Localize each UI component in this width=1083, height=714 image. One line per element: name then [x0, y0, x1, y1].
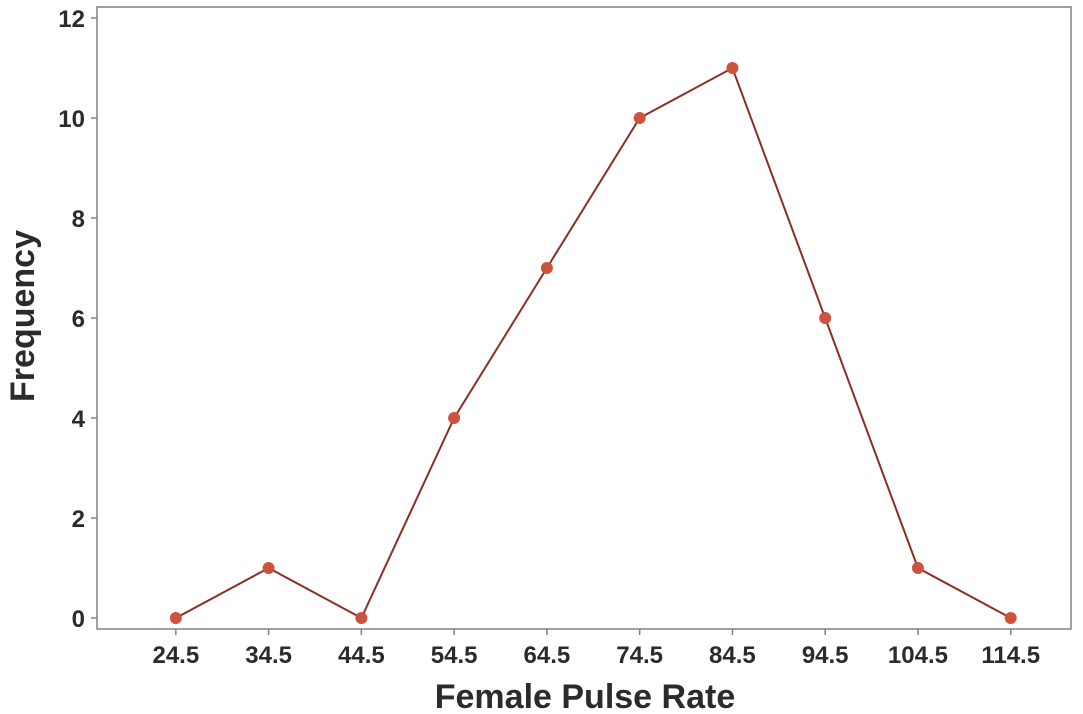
y-axis: 0 2 4 6 8 10 12: [58, 6, 97, 633]
x-tick-label: 74.5: [616, 642, 663, 669]
data-point: [819, 312, 832, 324]
x-tick-label: 94.5: [802, 642, 849, 669]
data-point: [169, 612, 182, 624]
x-tick-label: 54.5: [431, 642, 478, 669]
data-point: [355, 612, 368, 624]
data-point: [726, 62, 739, 74]
x-tick-label: 64.5: [524, 642, 571, 669]
x-axis-title: Female Pulse Rate: [435, 678, 735, 714]
x-axis: 24.5 34.5 44.5 54.5 64.5 74.5 84.5 94.5 104.5 114…: [152, 629, 1040, 669]
y-tick-label: 2: [72, 506, 85, 533]
y-tick-label: 4: [72, 406, 86, 433]
y-tick-label: 8: [72, 206, 85, 233]
x-tick-label: 104.5: [888, 642, 948, 669]
data-point: [540, 262, 553, 274]
plot-frame: [96, 6, 1072, 630]
series-layer: [169, 62, 1017, 624]
series-line: [175, 66, 1012, 620]
data-point: [448, 412, 461, 424]
x-tick-label: 44.5: [338, 642, 385, 669]
x-tick-label: 24.5: [152, 642, 199, 669]
y-tick-label: 12: [58, 6, 85, 33]
data-point: [911, 562, 924, 574]
data-point: [262, 562, 275, 574]
x-tick-label: 114.5: [981, 642, 1040, 669]
y-tick-label: 6: [72, 306, 85, 333]
x-tick-label: 84.5: [709, 642, 756, 669]
data-point: [633, 112, 646, 124]
y-tick-label: 0: [72, 606, 85, 633]
data-point: [1004, 612, 1017, 624]
y-axis-title: Frequency: [4, 230, 42, 402]
x-tick-label: 34.5: [245, 642, 292, 669]
y-tick-label: 10: [58, 106, 85, 133]
